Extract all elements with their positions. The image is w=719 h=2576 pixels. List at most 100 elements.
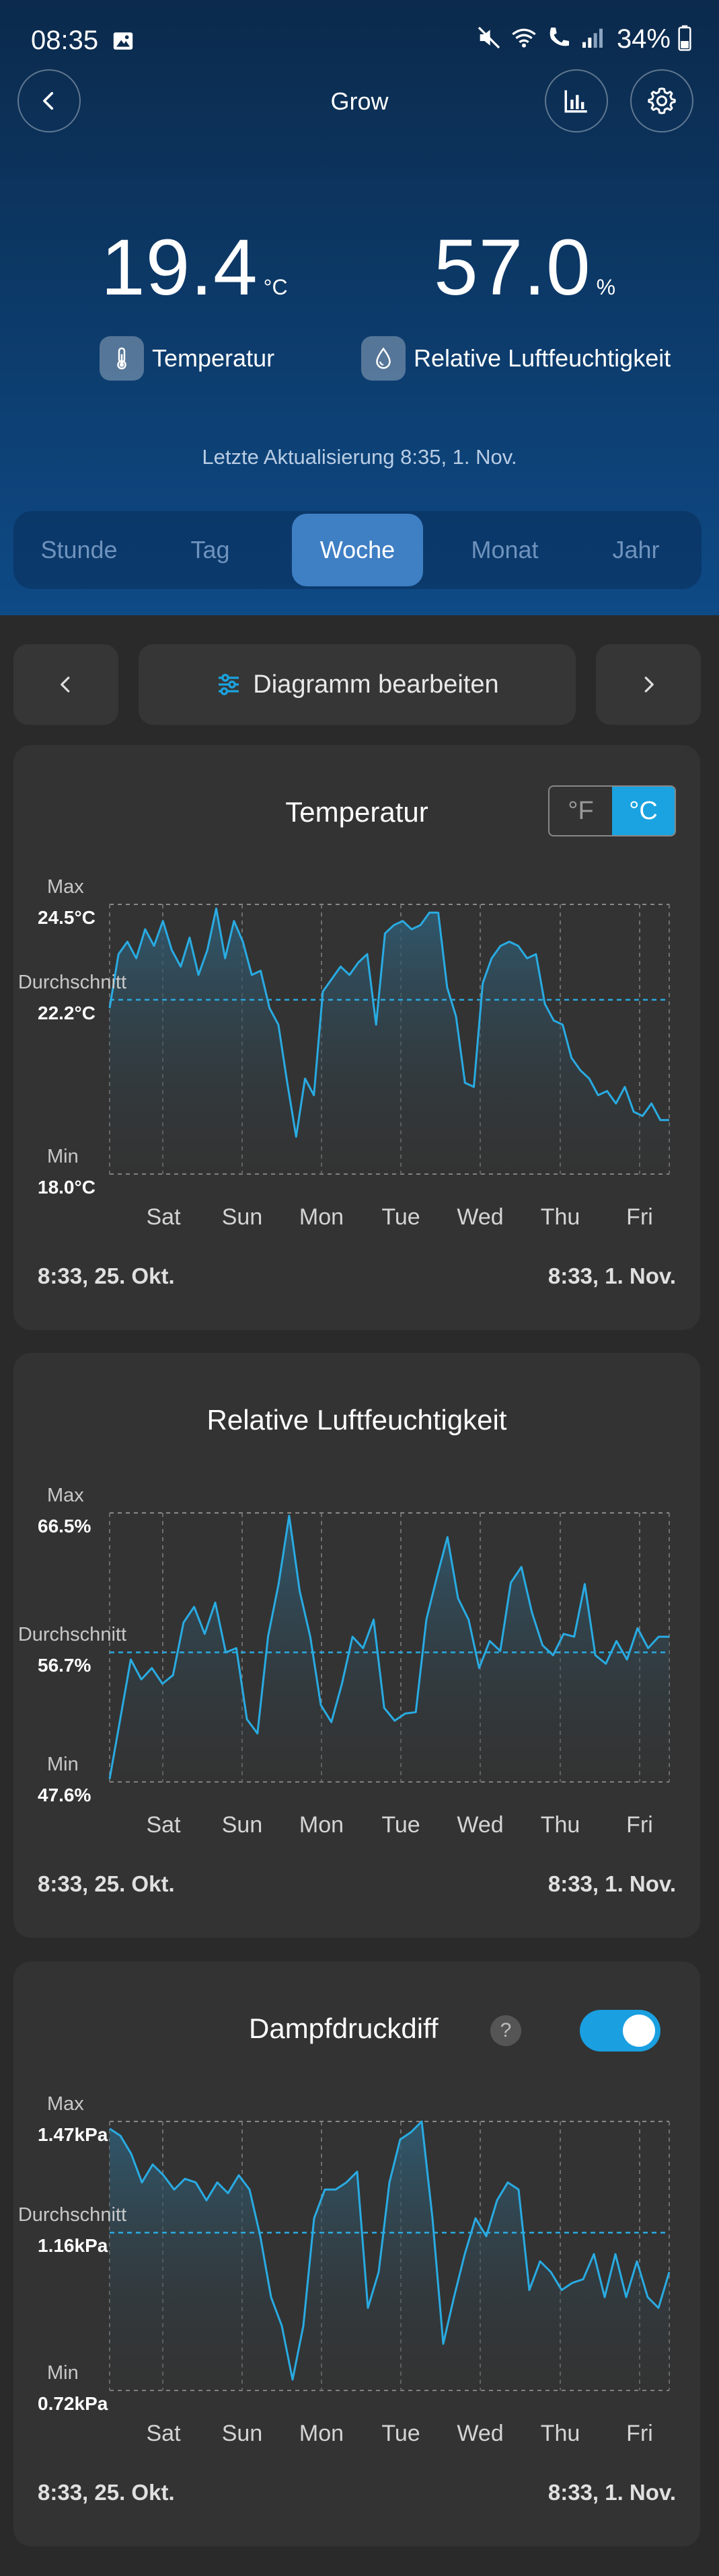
tab-jahr[interactable]: Jahr — [612, 536, 660, 563]
max-label: Max — [47, 876, 84, 898]
vpd-chart-card: Dampfdruckdiff ? — [13, 1961, 700, 2546]
temperature-metric-label: Temperatur — [100, 336, 274, 381]
statistics-button[interactable] — [545, 69, 608, 132]
battery-icon — [677, 24, 692, 54]
average-label: Durchschnitt — [17, 2204, 126, 2226]
temperature-label: Temperatur — [152, 344, 275, 372]
humidity-label: Relative Luftfeuchtigkeit — [414, 344, 671, 372]
average-value: 1.16kPa — [38, 2235, 108, 2257]
day-label-mon: Mon — [299, 2421, 344, 2446]
fahrenheit-option[interactable]: °F — [568, 796, 594, 825]
vpd-toggle-switch[interactable] — [580, 2010, 660, 2052]
page-title: Grow — [330, 87, 389, 115]
max-label: Max — [47, 2093, 84, 2115]
range-start: 8:33, 25. Okt. — [38, 2480, 175, 2505]
min-label: Min — [47, 1754, 79, 1775]
average-value: 22.2°C — [38, 1002, 96, 1023]
day-label-thu: Thu — [540, 1204, 580, 1230]
temperature-chart-card: Temperatur °F °C — [13, 745, 700, 1330]
average-label: Durchschnitt — [17, 971, 126, 993]
image-icon — [112, 30, 135, 56]
min-value: 18.0°C — [38, 1177, 96, 1198]
humidity-reading: 57.0% — [434, 222, 615, 313]
humidity-value: 57.0 — [434, 223, 591, 312]
switch-knob — [623, 2015, 655, 2047]
day-label-tue: Tue — [381, 2421, 420, 2446]
min-label: Min — [47, 1146, 79, 1167]
day-label-tue: Tue — [381, 1204, 420, 1230]
status-time: 08:35 — [31, 26, 99, 55]
chart-navigation: Diagramm bearbeiten — [13, 644, 703, 725]
day-label-sun: Sun — [221, 1812, 263, 1838]
celsius-option[interactable]: °C — [612, 787, 675, 835]
status-icons: 34% — [476, 24, 692, 54]
day-label-mon: Mon — [299, 1812, 344, 1838]
temperature-unit: °C — [263, 275, 288, 299]
day-label-sat: Sat — [146, 2421, 181, 2446]
temperature-chart-title: Temperatur — [285, 796, 428, 828]
help-icon[interactable]: ? — [490, 2015, 521, 2046]
previous-period-button[interactable] — [13, 644, 118, 725]
max-value: 24.5°C — [38, 907, 96, 928]
back-button[interactable] — [17, 69, 81, 132]
period-selector: Stunde Tag Woche Monat Jahr — [13, 511, 702, 589]
humidity-metric-label: Relative Luftfeuchtigkeit — [361, 336, 671, 381]
day-label-tue: Tue — [381, 1812, 420, 1838]
chevron-left-icon — [43, 91, 54, 110]
sliders-icon — [219, 674, 239, 695]
chevron-right-icon — [644, 676, 654, 693]
temperature-unit-toggle: °F °C — [548, 785, 676, 836]
day-label-sun: Sun — [221, 1204, 263, 1230]
wifi-call-icon — [545, 24, 572, 54]
day-label-sat: Sat — [146, 1204, 181, 1230]
humidity-chart-title: Relative Luftfeuchtigkeit — [206, 1404, 507, 1436]
vpd-chart-title: Dampfdruckdiff — [249, 2013, 439, 2044]
average-label: Durchschnitt — [17, 1624, 126, 1646]
range-end: 8:33, 1. Nov. — [547, 1871, 676, 1896]
wifi-icon — [509, 24, 539, 54]
range-start: 8:33, 25. Okt. — [38, 1871, 175, 1896]
last-update: Letzte Aktualisierung 8:35, 1. Nov. — [202, 445, 517, 469]
status-bar: 08:35 34% — [0, 0, 719, 81]
max-label: Max — [47, 1485, 84, 1506]
min-label: Min — [47, 2362, 79, 2384]
day-label-wed: Wed — [457, 1812, 504, 1838]
day-label-thu: Thu — [540, 2421, 580, 2446]
max-value: 66.5% — [38, 1516, 91, 1536]
day-label-fri: Fri — [626, 2421, 653, 2446]
tab-stunde[interactable]: Stunde — [40, 536, 118, 563]
max-value: 1.47kPa — [38, 2124, 108, 2145]
gear-icon — [648, 87, 676, 114]
day-label-sat: Sat — [146, 1812, 181, 1838]
day-label-sun: Sun — [221, 2421, 263, 2446]
bottom-strip — [0, 2555, 719, 2576]
day-label-fri: Fri — [626, 1812, 653, 1838]
edit-chart-button[interactable]: Diagramm bearbeiten — [139, 644, 576, 725]
temperature-value: 19.4 — [101, 223, 258, 312]
humidity-icon — [361, 336, 406, 381]
tab-monat[interactable]: Monat — [471, 536, 539, 563]
signal-icon — [579, 24, 606, 54]
settings-button[interactable] — [630, 69, 693, 132]
day-label-wed: Wed — [457, 1204, 504, 1230]
tab-tag[interactable]: Tag — [190, 536, 230, 563]
header-panel: 08:35 34% Grow — [0, 0, 719, 615]
range-end: 8:33, 1. Nov. — [547, 2480, 676, 2505]
day-label-wed: Wed — [457, 2421, 504, 2446]
edit-chart-label: Diagramm bearbeiten — [253, 670, 499, 699]
day-label-fri: Fri — [626, 1204, 653, 1230]
bar-chart-icon — [564, 90, 587, 113]
tab-woche[interactable]: Woche — [292, 514, 423, 586]
min-value: 47.6% — [38, 1785, 91, 1805]
chevron-left-icon — [61, 676, 70, 693]
next-period-button[interactable] — [596, 644, 701, 725]
average-value: 56.7% — [38, 1655, 91, 1676]
day-label-thu: Thu — [540, 1812, 580, 1838]
thermometer-icon — [100, 336, 144, 381]
range-end: 8:33, 1. Nov. — [547, 1263, 676, 1288]
range-start: 8:33, 25. Okt. — [38, 1263, 175, 1288]
battery-percent: 34% — [616, 24, 671, 54]
humidity-unit: % — [596, 275, 616, 299]
temperature-reading: 19.4 °C — [101, 222, 288, 313]
mute-icon — [476, 24, 502, 54]
